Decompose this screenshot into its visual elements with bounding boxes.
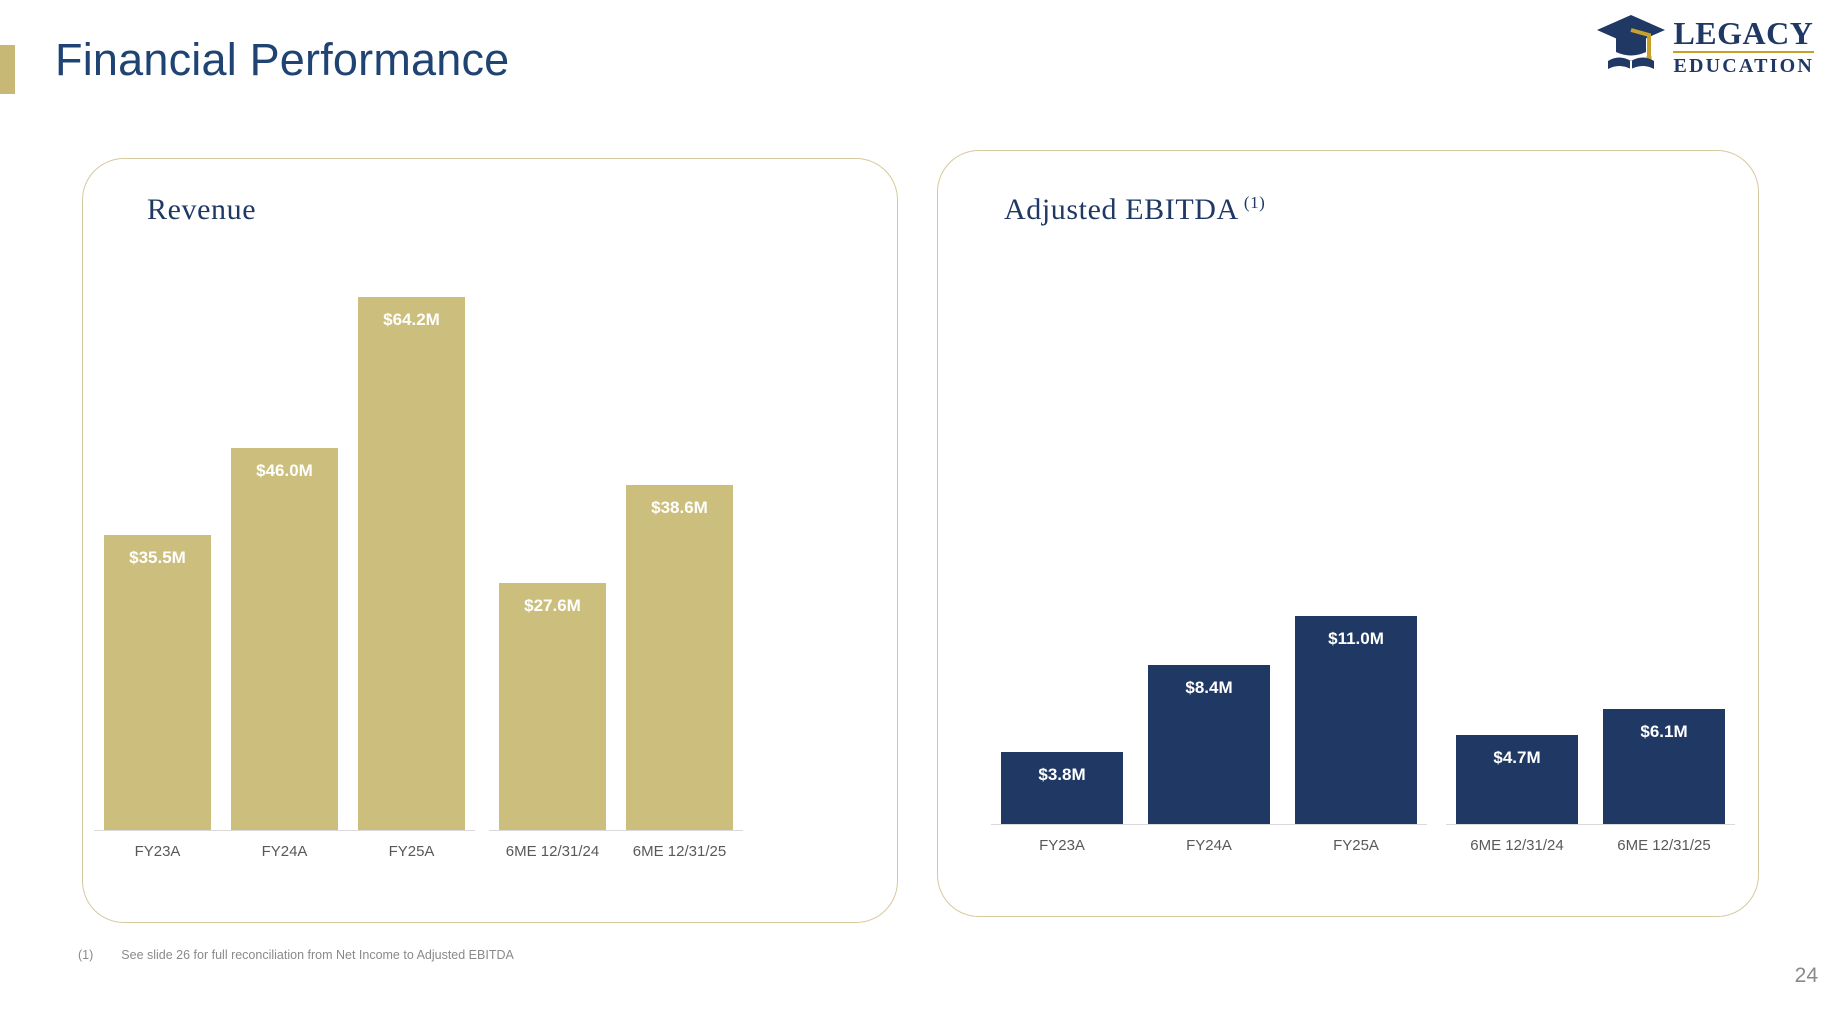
revenue-axis-group-1: FY23A FY24A FY25A bbox=[94, 843, 475, 860]
revenue-bar-fy24a: $46.0M bbox=[231, 448, 338, 830]
ebitda-bar-value-label: $3.8M bbox=[1038, 765, 1086, 784]
ebitda-x-axis-label-6me-12-31-25: 6ME 12/31/25 bbox=[1617, 837, 1711, 854]
footnote-reference-superscript: (1) bbox=[1243, 193, 1266, 212]
revenue-x-axis-label-fy23a: FY23A bbox=[134, 843, 181, 860]
revenue-x-axis-label-6me-12-31-24: 6ME 12/31/24 bbox=[505, 843, 600, 860]
ebitda-chart-title-text: Adjusted EBITDA bbox=[1004, 193, 1239, 226]
graduation-cap-icon bbox=[1597, 15, 1666, 69]
ebitda-x-axis: FY23A FY24A FY25A 6ME 12/31/24 6ME 12/31/25 bbox=[938, 837, 1758, 854]
ebitda-x-axis-label-6me-12-31-24: 6ME 12/31/24 bbox=[1470, 837, 1564, 854]
ebitda-bar-group-1: $3.8M $8.4M $11.0M bbox=[991, 616, 1427, 825]
revenue-bar-value-label: $35.5M bbox=[129, 548, 186, 567]
revenue-bar-6me-12-31-25: $38.6M bbox=[626, 485, 733, 830]
ebitda-bar-6me-12-31-24: $4.7M bbox=[1456, 735, 1578, 824]
ebitda-bar-value-label: $4.7M bbox=[1493, 748, 1541, 767]
ebitda-x-axis-label-fy24a: FY24A bbox=[1186, 837, 1232, 854]
logo-divider bbox=[1673, 50, 1814, 53]
title-accent-bar bbox=[0, 45, 15, 94]
revenue-bar-value-label: $38.6M bbox=[651, 498, 708, 517]
ebitda-bar-6me-12-31-25: $6.1M bbox=[1603, 709, 1725, 824]
ebitda-bar-group-2: $4.7M $6.1M bbox=[1446, 709, 1735, 825]
page-title: Financial Performance bbox=[55, 34, 510, 85]
ebitda-axis-group-2: 6ME 12/31/24 6ME 12/31/25 bbox=[1446, 837, 1735, 854]
ebitda-bar-value-label: $8.4M bbox=[1185, 678, 1233, 697]
ebitda-bar-value-label: $11.0M bbox=[1328, 629, 1384, 648]
page-number: 24 bbox=[1794, 964, 1818, 987]
footnote: (1) See slide 26 for full reconciliation… bbox=[78, 948, 514, 962]
ebitda-bar-fy24a: $8.4M bbox=[1148, 665, 1270, 824]
revenue-bars-row: $35.5M $46.0M $64.2M $27.6M $38.6M bbox=[83, 297, 897, 831]
revenue-bar-6me-12-31-24: $27.6M bbox=[499, 583, 606, 830]
logo-wordmark-legacy: LEGACY bbox=[1673, 14, 1814, 51]
revenue-bar-fy25a: $64.2M bbox=[358, 297, 465, 830]
revenue-axis-group-2: 6ME 12/31/24 6ME 12/31/25 bbox=[489, 843, 743, 860]
ebitda-chart-title: Adjusted EBITDA (1) bbox=[1004, 193, 1265, 227]
revenue-x-axis-label-fy25a: FY25A bbox=[388, 843, 435, 860]
logo-wordmark-education: EDUCATION bbox=[1673, 54, 1814, 77]
ebitda-x-axis-label-fy25a: FY25A bbox=[1333, 837, 1379, 854]
ebitda-x-axis-label-fy23a: FY23A bbox=[1039, 837, 1085, 854]
footnote-text: See slide 26 for full reconciliation fro… bbox=[121, 948, 514, 962]
revenue-x-axis-label-6me-12-31-25: 6ME 12/31/25 bbox=[632, 843, 727, 860]
ebitda-bar-fy23a: $3.8M bbox=[1001, 752, 1123, 824]
revenue-x-axis-label-fy24a: FY24A bbox=[261, 843, 308, 860]
revenue-card: Revenue $35.5M $46.0M $64.2M $27.6M $38.6M FY… bbox=[82, 158, 898, 923]
revenue-bar-value-label: $46.0M bbox=[256, 461, 313, 480]
ebitda-card: Adjusted EBITDA (1) $3.8M $8.4M $11.0M $4.7M… bbox=[937, 150, 1759, 917]
legacy-education-logo: LEGACY EDUCATION bbox=[1596, 14, 1814, 78]
ebitda-bar-fy25a: $11.0M bbox=[1295, 616, 1417, 824]
revenue-bar-group-2: $27.6M $38.6M bbox=[489, 485, 743, 831]
revenue-x-axis: FY23A FY24A FY25A 6ME 12/31/24 6ME 12/31/25 bbox=[83, 843, 897, 860]
footnote-marker: (1) bbox=[78, 948, 94, 962]
ebitda-bar-value-label: $6.1M bbox=[1640, 722, 1688, 741]
revenue-bar-fy23a: $35.5M bbox=[104, 535, 211, 830]
revenue-chart: $35.5M $46.0M $64.2M $27.6M $38.6M FY23A FY24A… bbox=[83, 297, 897, 860]
ebitda-bars-row: $3.8M $8.4M $11.0M $4.7M $6.1M bbox=[938, 616, 1758, 825]
revenue-bar-value-label: $27.6M bbox=[524, 596, 581, 615]
ebitda-chart: $3.8M $8.4M $11.0M $4.7M $6.1M FY23A FY24A FY25… bbox=[938, 616, 1758, 854]
revenue-bar-value-label: $64.2M bbox=[383, 310, 440, 329]
revenue-bar-group-1: $35.5M $46.0M $64.2M bbox=[94, 297, 475, 831]
revenue-chart-title: Revenue bbox=[147, 193, 257, 226]
logo-wordmark: LEGACY EDUCATION bbox=[1673, 17, 1814, 76]
ebitda-axis-group-1: FY23A FY24A FY25A bbox=[991, 837, 1427, 854]
